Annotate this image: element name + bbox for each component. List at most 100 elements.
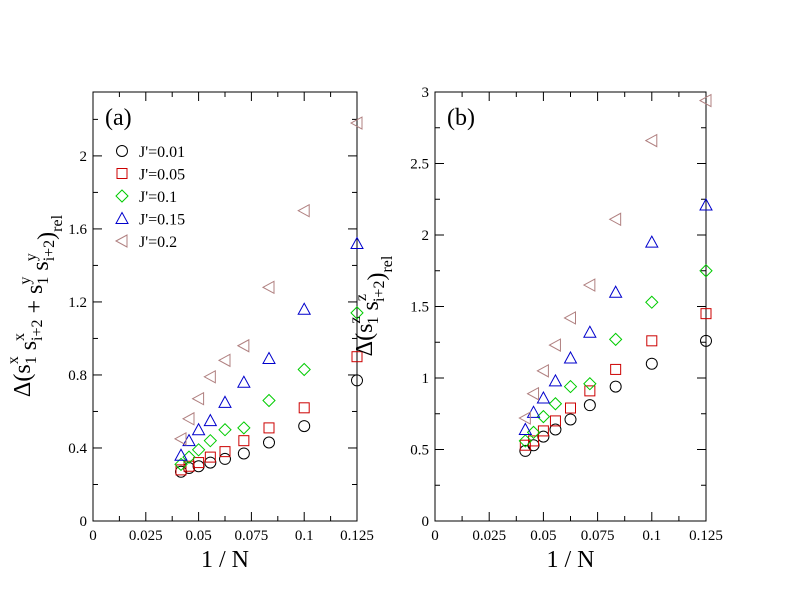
data-point [192,460,205,473]
legend-marker [115,189,129,203]
data-point [297,203,310,218]
legend-marker [116,168,128,179]
data-point [698,93,712,108]
y-label-part: ) [364,273,390,281]
data-point [350,236,364,250]
series-triangle-left [173,116,363,446]
data-point [583,377,597,391]
data-point [203,413,218,427]
y-tick-label: 0 [422,514,430,530]
legend: J'=0.01 J'=0.05 J'=0.1 J'=0.15 J'=0.2 [114,144,185,251]
data-point [564,413,577,426]
y-label-subscript: i+2 [41,240,58,261]
data-point [237,447,250,460]
data-point [609,380,622,393]
data-point [608,332,623,347]
data-point [645,357,658,370]
y-label-subscript: i+2 [371,281,388,302]
data-point [193,457,205,469]
data-point [536,409,551,424]
panel-label: (a) [105,105,132,131]
data-point [526,386,540,401]
panel-0-y-axis-label: Δ(sx1 sxi+2 + sy1 syi+2)rel [5,214,66,397]
data-point [175,464,187,476]
y-label-part: s [358,301,384,316]
data-point [262,351,276,365]
y-label-subscript: 1 [35,277,52,285]
data-point [646,335,658,347]
panel-0-x-axis-label: 1 / N [201,547,249,573]
data-point [563,379,578,394]
legend-label: J'=0.15 [139,212,185,229]
data-point [608,285,623,298]
data-point [536,390,551,404]
y-label-part: s [16,341,42,356]
data-point [549,423,562,436]
data-point [349,116,363,130]
panel-b: 0 0.025 0.05 0.075 0.1 0.125 0 0.5 1 1.5 2 2.5 3 1 / … [347,85,723,573]
x-tick-label: 0.125 [689,528,723,544]
data-point [645,295,659,309]
x-tick-label: 0.1 [295,528,314,544]
data-point [583,399,596,412]
y-tick-label: 3 [422,85,430,101]
y-label-subscript: 1 [23,356,40,364]
data-point [582,278,596,292]
data-point [518,434,533,448]
data-point [351,374,363,387]
y-tick-label: 0 [80,514,88,530]
y-tick-label: 1.2 [68,295,87,311]
y-tick-label: 2.5 [410,157,429,173]
y-label-part: s [28,261,54,276]
data-point [644,133,658,148]
y-label-superscript: x [11,333,28,341]
y-label-subscript: rel [379,255,396,272]
panel-1-x-axis-label: 1 / N [547,547,595,573]
x-tick-label: 0 [431,528,439,544]
data-point [700,334,712,347]
data-point [237,375,251,388]
series-circle [519,334,712,457]
x-tick-label: 0 [89,528,97,544]
series-diamond [174,306,364,472]
y-label-superscript: y [23,253,40,261]
data-point [519,439,531,451]
series-triangle-left [518,93,712,425]
panel-1-y-axis-label: Δ(sz1 szi+2)rel [347,255,396,356]
y-label-superscript: z [353,294,370,301]
data-point [218,423,232,437]
data-point [261,280,275,295]
y-label-part: + s [22,285,48,320]
series-square [519,308,712,451]
legend-marker [115,211,129,224]
data-point [700,308,712,320]
data-point [548,397,563,411]
y-label-part: Δ(s [10,364,36,397]
y-tick-label: 2 [80,149,88,165]
data-point [350,306,364,320]
data-point [699,197,713,211]
data-point [644,235,659,248]
data-point [204,451,216,463]
series-diamond [518,264,713,448]
data-point [173,432,187,446]
data-point [699,264,713,278]
data-point [182,450,196,464]
data-point [236,338,250,353]
y-tick-label: 0.4 [68,441,87,457]
series-triangle-up [174,236,364,461]
y-label-superscript: y [17,277,34,285]
y-tick-label: 0.8 [68,368,87,384]
data-point [519,444,532,457]
data-point [584,385,596,397]
data-point [174,448,188,461]
data-point [528,435,540,447]
data-point [297,362,311,377]
plot-frame [434,91,707,522]
legend-label: J'=0.2 [139,234,177,251]
data-point [563,350,578,364]
panel-label: (b) [447,105,475,131]
data-point [219,446,231,458]
data-point [237,421,251,435]
